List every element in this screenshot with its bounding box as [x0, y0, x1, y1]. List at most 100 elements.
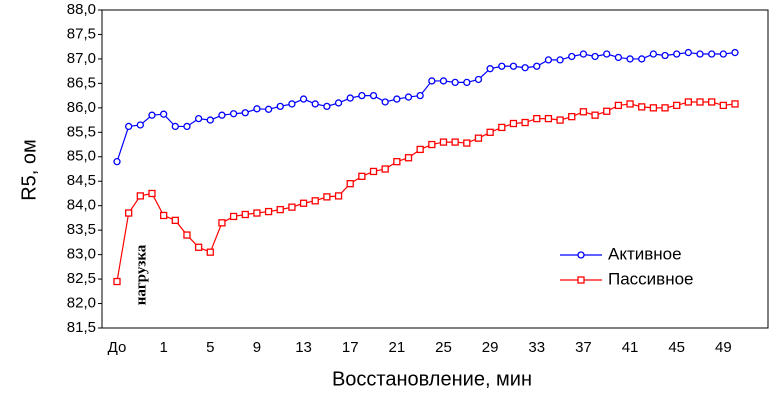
data-point	[171, 122, 179, 131]
data-point	[148, 111, 156, 119]
legend-marker	[577, 251, 585, 259]
x-tick-label: 17	[342, 339, 359, 356]
data-point	[206, 248, 214, 256]
data-point	[264, 207, 273, 216]
data-point	[439, 77, 448, 85]
data-point	[544, 114, 553, 123]
data-point	[556, 116, 564, 124]
data-point	[229, 110, 238, 118]
annotation: нагрузка	[133, 244, 149, 305]
y-tick-label: 88,0	[67, 1, 96, 18]
y-tick-label: 86,5	[67, 74, 96, 91]
x-tick-label: 41	[622, 339, 639, 356]
data-point	[136, 121, 144, 129]
data-point	[148, 189, 156, 198]
data-point	[194, 243, 203, 251]
data-point	[323, 193, 331, 201]
data-point	[649, 50, 658, 58]
data-point	[568, 52, 576, 61]
data-point	[428, 77, 436, 85]
data-point	[591, 52, 599, 61]
y-tick-label: 82,5	[67, 270, 96, 287]
data-point	[183, 231, 191, 239]
data-point	[416, 91, 424, 100]
data-point	[369, 167, 378, 176]
data-point	[194, 114, 203, 123]
x-axis-title: Восстановление, мин	[332, 368, 532, 390]
data-point	[241, 109, 249, 117]
x-tick-label: 13	[295, 339, 312, 356]
data-point	[463, 139, 471, 147]
data-point	[159, 211, 168, 220]
data-point	[369, 91, 378, 100]
data-point	[311, 100, 319, 108]
x-tick-label: 9	[253, 339, 261, 356]
data-point	[614, 53, 623, 62]
data-point	[719, 50, 727, 58]
data-point	[638, 55, 646, 63]
data-point	[323, 102, 331, 111]
data-point	[486, 65, 494, 73]
data-point	[451, 78, 459, 87]
data-point	[276, 102, 284, 111]
plot-frame	[101, 9, 769, 329]
data-point	[556, 56, 564, 64]
legend-label: Пассивное	[608, 269, 694, 288]
data-point	[579, 108, 588, 116]
data-point	[381, 165, 389, 173]
y-tick-label: 87,5	[67, 25, 96, 42]
data-point	[229, 212, 238, 221]
data-point	[603, 107, 611, 115]
data-point	[451, 138, 459, 146]
y-tick-label: 84,0	[67, 197, 96, 214]
data-point	[113, 158, 121, 166]
data-point	[474, 134, 483, 142]
data-point	[125, 122, 133, 131]
data-point	[253, 105, 261, 113]
data-point	[136, 192, 144, 200]
data-point	[603, 50, 611, 58]
data-point	[533, 114, 541, 123]
data-point	[591, 111, 599, 119]
data-point	[171, 216, 179, 225]
data-point	[696, 98, 704, 106]
data-point	[614, 101, 623, 110]
data-point	[288, 100, 296, 108]
data-point	[661, 104, 669, 112]
data-point	[393, 158, 401, 166]
y-tick-label: 87,0	[67, 50, 96, 67]
data-point	[334, 192, 343, 200]
data-point	[358, 172, 366, 180]
data-point	[521, 64, 529, 72]
x-tick-label: 37	[575, 339, 592, 356]
data-point	[218, 111, 226, 119]
data-point	[288, 203, 296, 211]
x-tick-label: 45	[668, 339, 685, 356]
y-tick-label: 83,0	[67, 246, 96, 263]
x-tick-label: 21	[389, 339, 406, 356]
data-point	[264, 105, 273, 113]
data-point	[626, 55, 634, 63]
data-point	[684, 48, 693, 57]
data-point	[463, 78, 471, 87]
data-point	[346, 94, 354, 102]
data-point	[708, 50, 716, 58]
data-point	[404, 154, 413, 162]
data-point	[113, 277, 121, 286]
legend-label: Активное	[608, 244, 682, 263]
data-point	[486, 128, 494, 136]
data-point	[498, 123, 506, 132]
x-tick-label: 5	[206, 339, 214, 356]
data-point	[626, 100, 634, 108]
x-tick-label: 1	[159, 339, 167, 356]
data-point	[253, 209, 261, 217]
data-point	[544, 56, 553, 64]
y-tick-label: 83,5	[67, 221, 96, 238]
y-tick-label: 84,5	[67, 172, 96, 189]
data-point	[159, 110, 168, 118]
y-tick-label: 86,0	[67, 99, 96, 116]
data-point	[649, 104, 658, 112]
data-point	[568, 113, 576, 121]
data-point	[673, 50, 681, 58]
